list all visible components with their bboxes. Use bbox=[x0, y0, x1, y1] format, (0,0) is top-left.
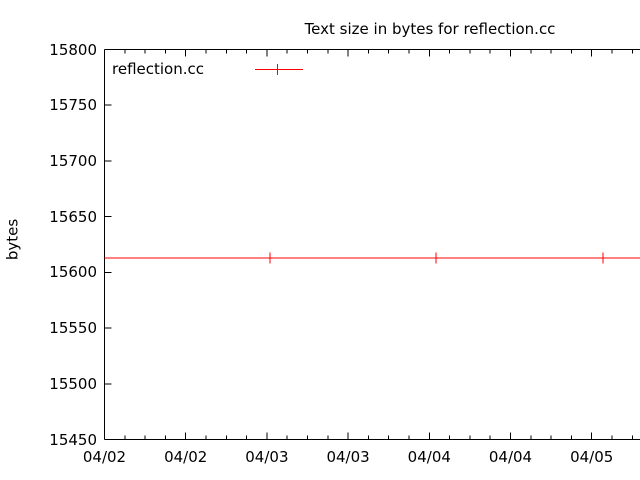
x-tick-label: 04/02 bbox=[164, 448, 208, 466]
x-tick-label: 04/04 bbox=[407, 448, 451, 466]
legend-series-label: reflection.cc bbox=[112, 60, 204, 78]
x-tick-label: 04/05 bbox=[570, 448, 614, 466]
chart-title: Text size in bytes for reflection.cc bbox=[304, 20, 556, 38]
x-tick-label: 04/04 bbox=[488, 448, 533, 466]
x-tick-label: 04/03 bbox=[245, 448, 289, 466]
x-tick-label: 04/02 bbox=[82, 448, 127, 466]
y-tick-label: 15600 bbox=[49, 263, 97, 282]
y-tick-label: 15450 bbox=[49, 430, 97, 449]
y-tick-label: 15650 bbox=[49, 207, 97, 226]
y-tick-label: 15700 bbox=[49, 151, 97, 170]
y-tick-label: 15800 bbox=[49, 40, 97, 59]
x-tick-label: 04/03 bbox=[326, 448, 370, 466]
y-tick-label: 15550 bbox=[49, 319, 97, 338]
y-tick-label: 15500 bbox=[49, 374, 97, 393]
y-axis-label: bytes bbox=[3, 218, 22, 261]
y-tick-label: 15750 bbox=[49, 96, 97, 115]
